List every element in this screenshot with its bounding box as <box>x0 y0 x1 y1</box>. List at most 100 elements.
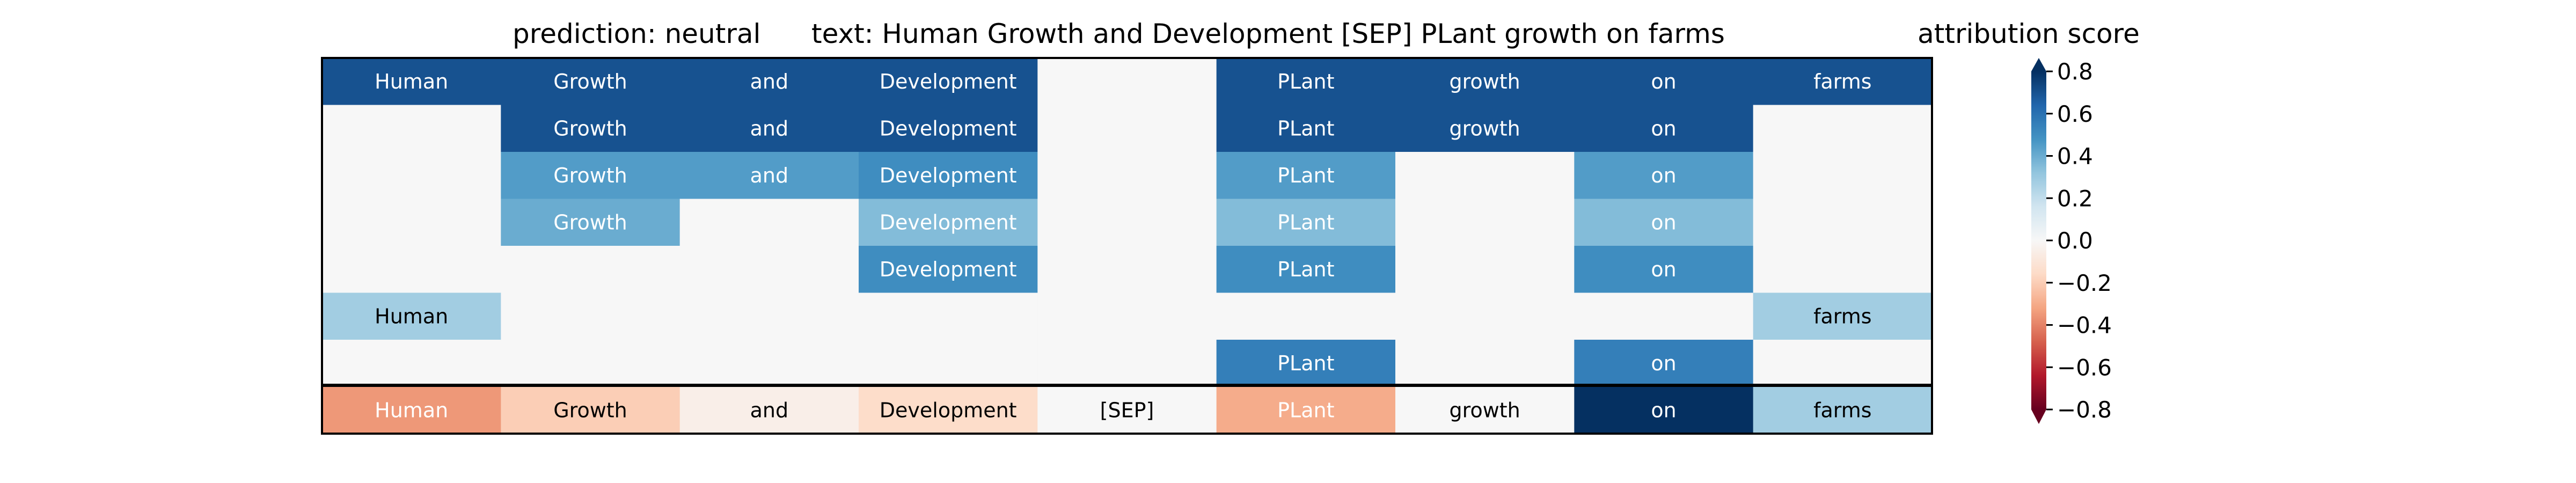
heatmap-cell <box>322 292 501 340</box>
heatmap-cell <box>1395 58 1575 105</box>
heatmap-cell <box>859 152 1038 199</box>
heatmap-cell <box>1753 152 1933 199</box>
heatmap-cell <box>1216 246 1396 293</box>
heatmap-cell <box>1216 292 1396 340</box>
heatmap-cell <box>859 58 1038 105</box>
heatmap-cell <box>679 199 859 246</box>
summary-cell <box>322 386 501 434</box>
heatmap-cell-label: Growth <box>553 70 627 93</box>
heatmap-cell-label: and <box>750 164 789 187</box>
heatmap-cell <box>1216 340 1396 387</box>
summary-cell <box>1395 386 1575 434</box>
heatmap-cell <box>1574 292 1754 340</box>
summary-cell-label: PLant <box>1277 398 1334 422</box>
heatmap-cell <box>1395 105 1575 152</box>
colorbar-gradient <box>2031 71 2046 409</box>
input-text-label: text: Human Growth and Development [SEP]… <box>811 18 1725 49</box>
heatmap-cell-label: growth <box>1450 70 1520 93</box>
heatmap-cell <box>501 199 680 246</box>
heatmap-cell <box>1574 340 1754 387</box>
colorbar-extend-min <box>2031 409 2046 424</box>
summary-cell-label: Growth <box>553 398 627 422</box>
heatmap-cell-label: Growth <box>553 116 627 140</box>
heatmap-cell-label: farms <box>1813 70 1871 93</box>
colorbar: 0.8 0.6 0.4 0.2 0.0 −0.2 −0.4 −0.6 −0.8 <box>2031 58 2112 424</box>
heatmap-cell-label: on <box>1651 352 1676 375</box>
heatmap-cell-label: on <box>1651 258 1676 281</box>
heatmap-cell <box>679 105 859 152</box>
summary-cell <box>501 386 680 434</box>
heatmap-cell <box>1574 105 1754 152</box>
heatmap-cell <box>1216 58 1396 105</box>
heatmap-cell-label: Development <box>880 116 1017 140</box>
heatmap-cell <box>1037 292 1217 340</box>
heatmap-cell <box>859 105 1038 152</box>
colorbar-tick-label: −0.4 <box>2057 312 2112 339</box>
colorbar-title: attribution score <box>1918 18 2140 49</box>
colorbar-extend-max <box>2031 58 2046 71</box>
heatmap-cell <box>1753 58 1933 105</box>
heatmap-cell-label: PLant <box>1277 258 1334 281</box>
heatmap-cell <box>1574 58 1754 105</box>
heatmap-cell <box>859 340 1038 387</box>
heatmap-cell-label: Development <box>880 258 1017 281</box>
colorbar-tick-label: 0.6 <box>2057 101 2093 127</box>
heatmap-cell <box>322 105 501 152</box>
heatmap-cell <box>501 58 680 105</box>
heatmap-cell-label: Development <box>880 164 1017 187</box>
summary-cell-label: [SEP] <box>1100 398 1154 422</box>
heatmap-cell <box>1037 340 1217 387</box>
summary-cell-label: Human <box>375 398 448 422</box>
heatmap-cell-label: on <box>1651 164 1676 187</box>
colorbar-ticks: 0.8 0.6 0.4 0.2 0.0 −0.2 −0.4 −0.6 −0.8 <box>2046 58 2112 423</box>
summary-cell-label: and <box>750 398 789 422</box>
colorbar-tick-label: 0.4 <box>2057 143 2093 170</box>
summary-cell <box>1216 386 1396 434</box>
summary-cell-label: Development <box>880 398 1017 422</box>
heatmap-cell <box>1216 199 1396 246</box>
heatmap-cell-label: on <box>1651 70 1676 93</box>
colorbar-tick-label: 0.0 <box>2057 228 2093 254</box>
heatmap-cell-label: Development <box>880 210 1017 234</box>
heatmap-cell-label: on <box>1651 116 1676 140</box>
heatmap-cell-label: on <box>1651 210 1676 234</box>
heatmap-cell-label: PLant <box>1277 352 1334 375</box>
heatmap-cell-label: PLant <box>1277 70 1334 93</box>
summary-cell <box>1037 386 1217 434</box>
heatmap-cell <box>322 246 501 293</box>
heatmap-cell <box>1395 152 1575 199</box>
heatmap-cell <box>501 292 680 340</box>
heatmap-cell <box>501 105 680 152</box>
heatmap-cell <box>501 246 680 293</box>
heatmap-cell-label: PLant <box>1277 164 1334 187</box>
heatmap-cell-label: Growth <box>553 164 627 187</box>
heatmap-cell <box>501 340 680 387</box>
heatmap-cell <box>679 246 859 293</box>
heatmap-cell <box>679 340 859 387</box>
heatmap-cell <box>1037 246 1217 293</box>
heatmap-cell <box>1753 199 1933 246</box>
summary-cell <box>679 386 859 434</box>
colorbar-tick-label: −0.6 <box>2057 354 2112 380</box>
heatmap-cell-label: Development <box>880 70 1017 93</box>
heatmap-cell <box>679 58 859 105</box>
heatmap-cell <box>1574 152 1754 199</box>
heatmap-cell <box>1037 199 1217 246</box>
heatmap-cells: Human Growth and Development PLant growth on fa… <box>322 58 1933 434</box>
heatmap-cell <box>1395 199 1575 246</box>
heatmap-cell <box>679 152 859 199</box>
heatmap-cell <box>859 292 1038 340</box>
heatmap-cell <box>1574 246 1754 293</box>
summary-cell-label: farms <box>1813 398 1871 422</box>
summary-cell-label: growth <box>1450 398 1520 422</box>
heatmap-cell <box>322 199 501 246</box>
summary-cell <box>859 386 1038 434</box>
heatmap-cell <box>679 292 859 340</box>
colorbar-tick-label: 0.8 <box>2057 58 2093 85</box>
heatmap-cell <box>1216 105 1396 152</box>
heatmap-cell-label: farms <box>1813 304 1871 328</box>
heatmap-cell <box>1574 199 1754 246</box>
colorbar-tick-label: −0.2 <box>2057 270 2112 296</box>
heatmap-frame <box>321 57 1933 435</box>
